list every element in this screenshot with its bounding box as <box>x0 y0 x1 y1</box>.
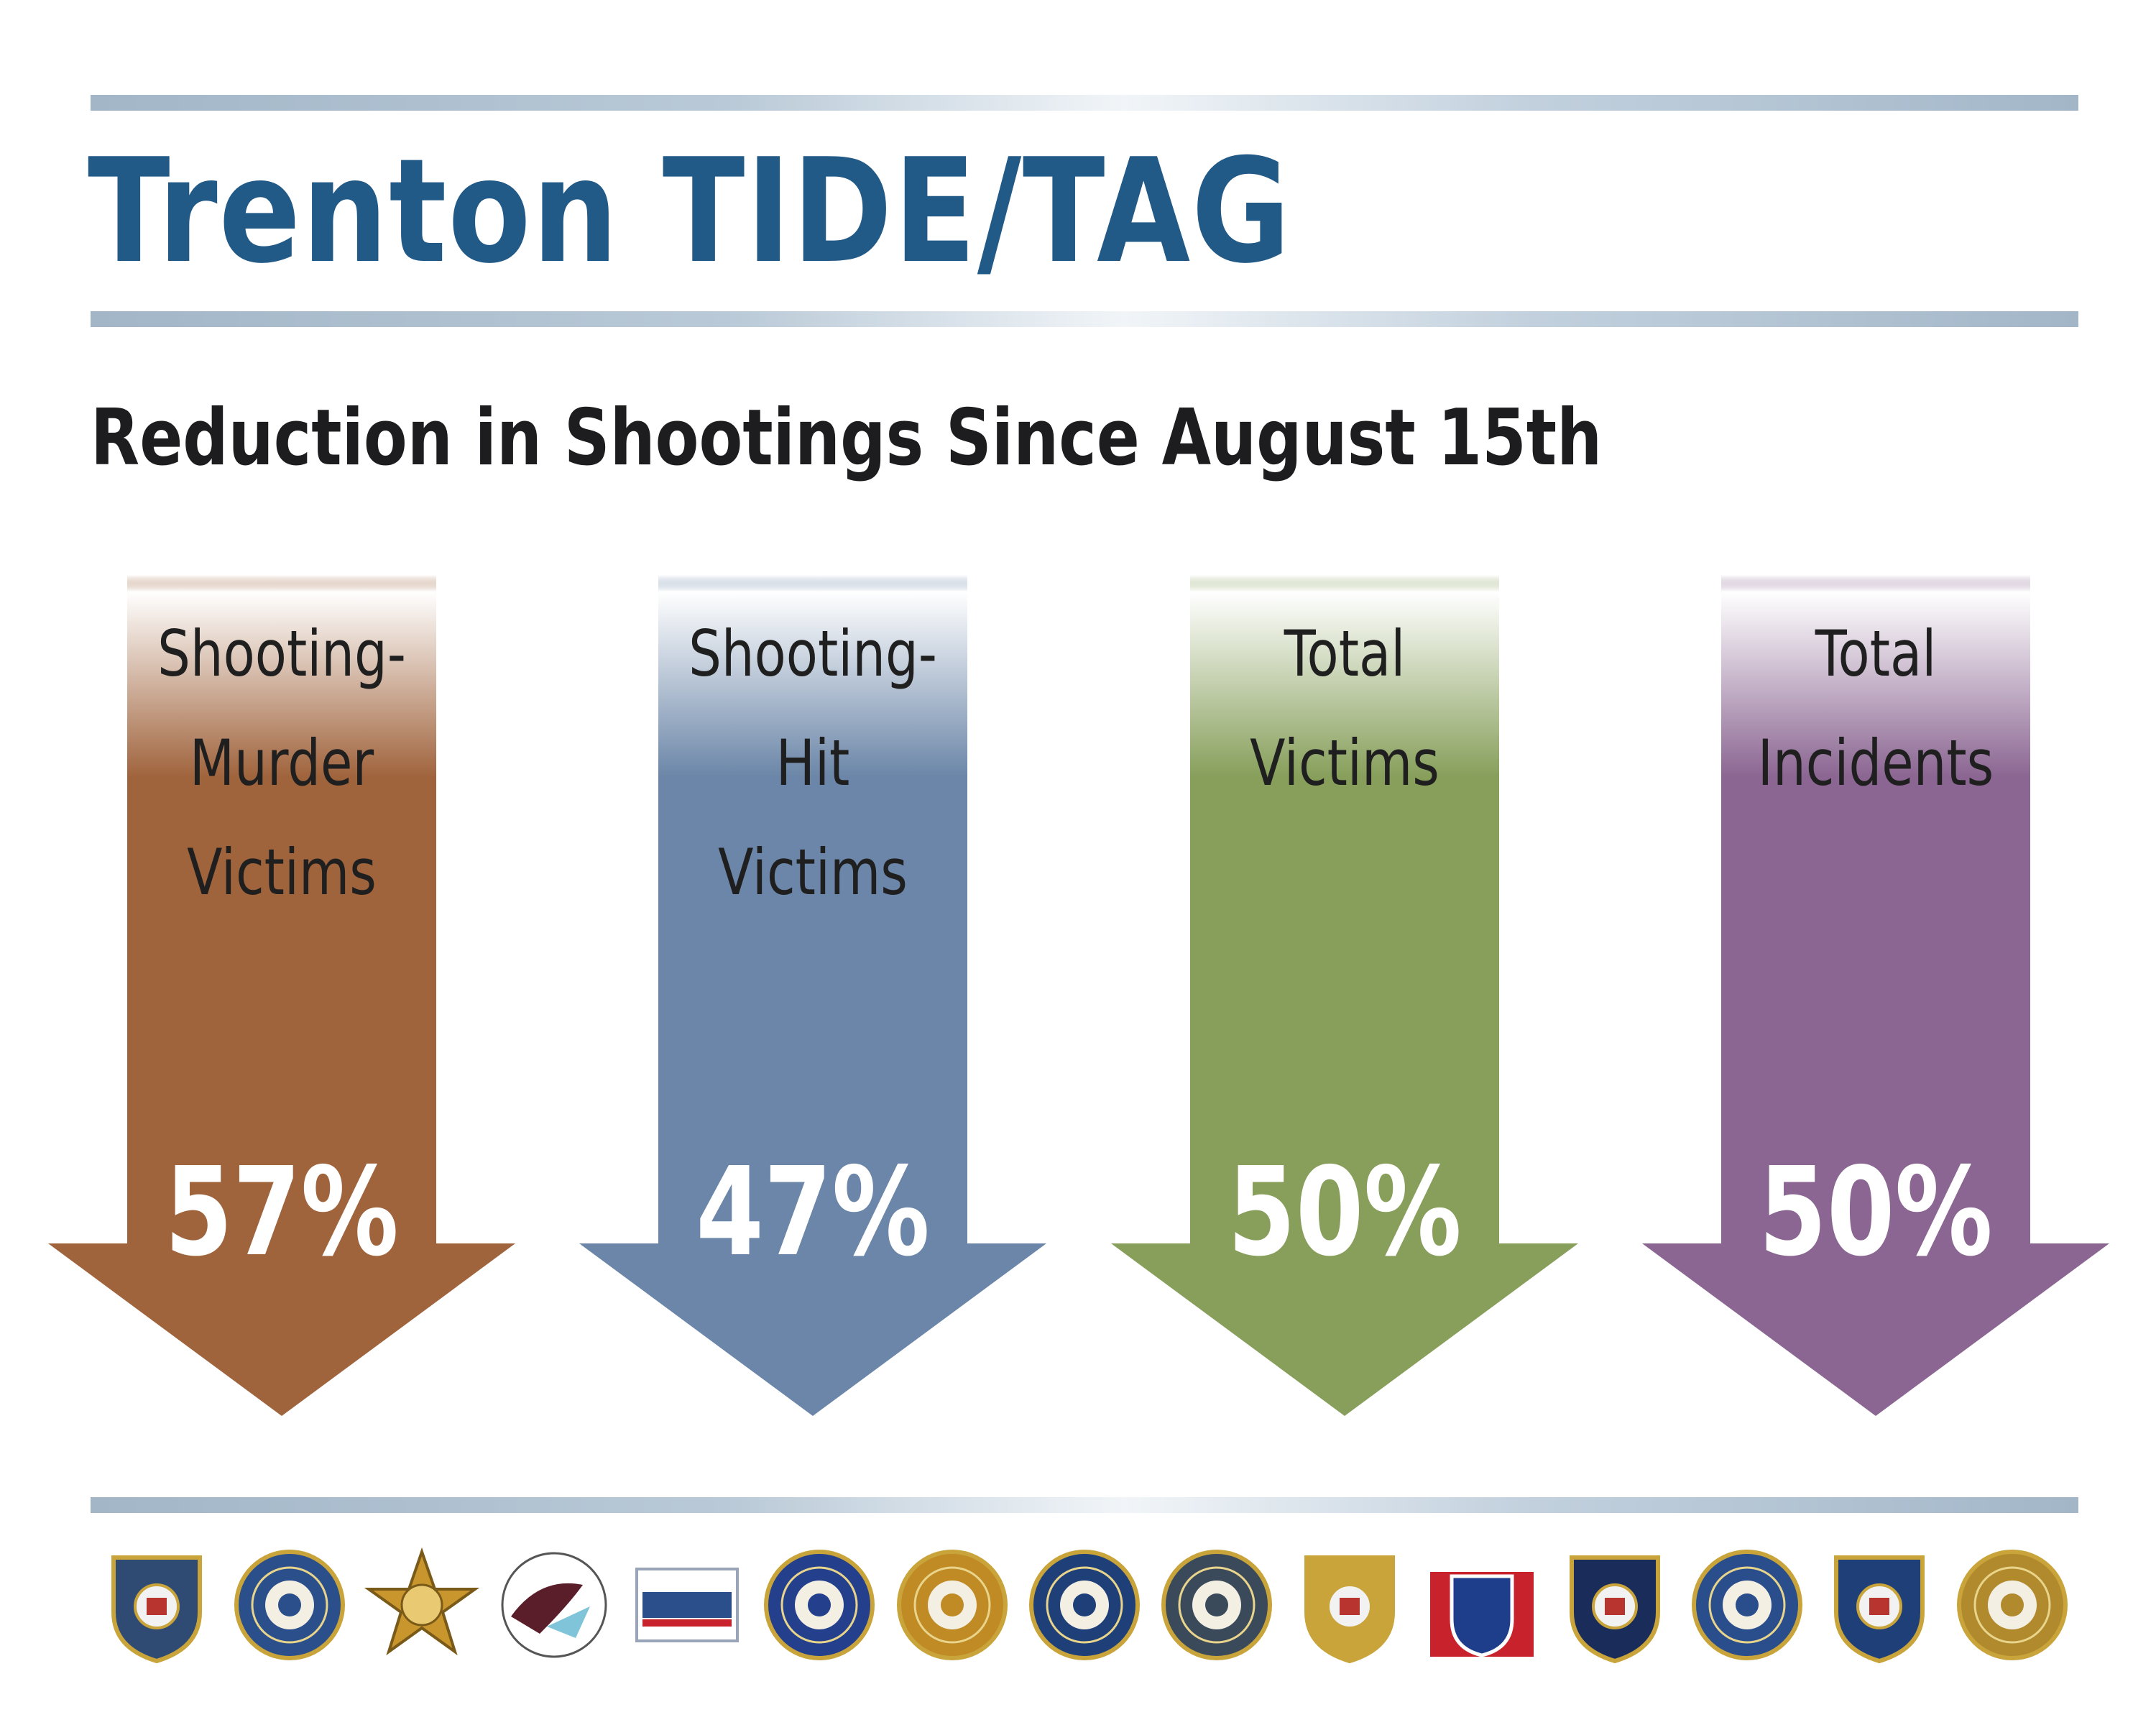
nj-division-seal-icon <box>893 1545 1012 1668</box>
police-seal-icon <box>1820 1545 1939 1668</box>
nj-treasury-seal-icon <box>1025 1545 1144 1668</box>
arrow-label-shooting-hit-victims-line-3: Victims <box>718 835 908 909</box>
agency-seal-strip <box>91 1545 2078 1689</box>
arrow-total-victims <box>1111 575 1578 1416</box>
nj-state-police-seal-icon <box>1290 1545 1409 1668</box>
arrow-value-total-victims: 50% <box>1227 1141 1462 1284</box>
arrow-label-shooting-murder-victims-line-1: Shooting- <box>157 617 406 691</box>
dea-seal-icon <box>494 1545 614 1668</box>
top-rule <box>91 95 2078 111</box>
arrow-value-shooting-murder-victims: 57% <box>165 1141 399 1284</box>
arrow-label-shooting-hit-victims-line-2: Hit <box>776 726 850 800</box>
arrow-value-shooting-hit-victims: 47% <box>696 1141 930 1284</box>
arrow-series: Shooting- Murder Victims 57% Shooting- Hit Vic… <box>48 575 2109 1416</box>
arrow-shooting-hit-victims <box>579 575 1046 1416</box>
arrow-value-total-incidents: 50% <box>1759 1141 1993 1284</box>
arrow-label-total-incidents-line-2: Incidents <box>1758 726 1994 800</box>
arrow-label-shooting-murder-victims-line-2: Murder <box>190 726 374 800</box>
hamilton-police-seal-icon <box>1157 1545 1276 1668</box>
chart-subtitle: Reduction in Shootings Since August 15th <box>91 393 1603 483</box>
sheriff-star-seal-icon <box>362 1545 482 1668</box>
arrow-label-total-victims-line-2: Victims <box>1250 726 1439 800</box>
arrow-label-total-victims-line-1: Total <box>1284 617 1405 691</box>
title-rule <box>91 311 2078 327</box>
prosecutors-office-seal-icon <box>97 1545 216 1668</box>
arrow-label-shooting-murder-victims-line-3: Victims <box>187 835 377 909</box>
arrow-shooting-murder-victims <box>48 575 515 1416</box>
us-marshals-seal-icon <box>1953 1545 2072 1668</box>
arrow-chart: Shooting- Murder Victims 57% Shooting- Hit Vic… <box>48 575 2109 1416</box>
attorney-general-seal-icon <box>230 1545 349 1668</box>
arrow-label-shooting-hit-victims-line-1: Shooting- <box>688 617 937 691</box>
page-title: Trenton TIDE/TAG <box>88 128 1292 295</box>
arrow-label-total-incidents-line-1: Total <box>1815 617 1936 691</box>
atf-seal-icon <box>1687 1545 1807 1668</box>
ewing-police-seal-icon <box>1555 1545 1674 1668</box>
roic-seal-icon <box>627 1545 747 1668</box>
arrow-total-incidents <box>1642 575 2109 1416</box>
fbi-seal-icon <box>760 1545 879 1668</box>
footer-rule <box>91 1497 2078 1513</box>
nj-state-parole-seal-icon <box>1422 1545 1542 1668</box>
